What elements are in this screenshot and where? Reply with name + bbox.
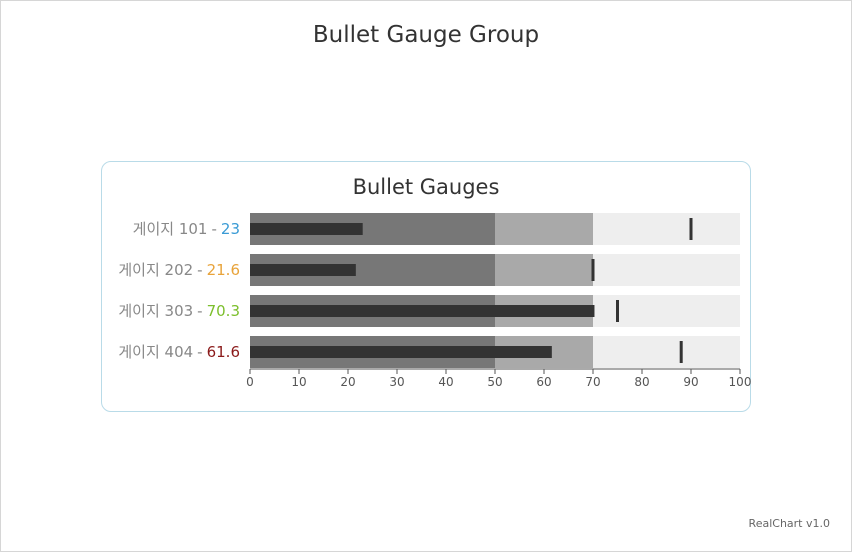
x-axis-tick-label: 30 (389, 375, 404, 389)
credit-label: RealChart v1.0 (748, 517, 830, 530)
x-axis-tick-label: 90 (683, 375, 698, 389)
gauge-value-bar (250, 346, 552, 358)
gauge-name: 게이지 202 (118, 261, 194, 279)
gauge-band (495, 213, 593, 245)
gauge-target-marker (616, 300, 619, 322)
gauge-separator: - (197, 343, 203, 361)
gauge-band (593, 295, 740, 327)
gauge-band (495, 254, 593, 286)
gauge-separator: - (197, 261, 203, 279)
gauge-group-panel (101, 161, 751, 412)
x-axis-tick-label: 20 (340, 375, 355, 389)
gauge-value-bar (250, 223, 363, 235)
gauge-value: 23 (220, 220, 240, 238)
x-axis-tick-label: 0 (246, 375, 254, 389)
gauge-name: 게이지 404 (118, 343, 194, 361)
gauge-value: 21.6 (206, 261, 240, 279)
gauge-value: 70.3 (206, 302, 240, 320)
gauge-value-bar (250, 264, 356, 276)
x-axis-tick-label: 10 (291, 375, 306, 389)
gauge-separator: - (211, 220, 217, 238)
x-axis-tick-label: 70 (585, 375, 600, 389)
gauge-label: 게이지 303-70.3 (118, 295, 240, 327)
group-title: Bullet Gauges (352, 175, 500, 199)
gauge-target-marker (689, 218, 693, 240)
gauge-label: 게이지 101-23 (133, 213, 240, 245)
page-title: Bullet Gauge Group (312, 22, 540, 48)
x-axis-tick-label: 50 (487, 375, 502, 389)
gauge-band (593, 213, 740, 245)
x-axis-tick-label: 100 (729, 375, 752, 389)
gauge-target-marker (679, 341, 683, 363)
gauge-name: 게이지 303 (118, 302, 194, 320)
gauge-label: 게이지 202-21.6 (118, 254, 240, 286)
x-axis-tick-label: 60 (536, 375, 551, 389)
gauge-label: 게이지 404-61.6 (118, 336, 240, 368)
gauge-name: 게이지 101 (132, 220, 208, 238)
gauge-band (593, 254, 740, 286)
gauge-value: 61.6 (206, 343, 240, 361)
gauge-band (593, 336, 740, 368)
gauge-value-bar (250, 305, 595, 317)
x-axis-tick-label: 80 (634, 375, 649, 389)
gauge-target-marker (591, 259, 595, 281)
x-axis-tick-label: 40 (438, 375, 453, 389)
gauge-separator: - (197, 302, 203, 320)
